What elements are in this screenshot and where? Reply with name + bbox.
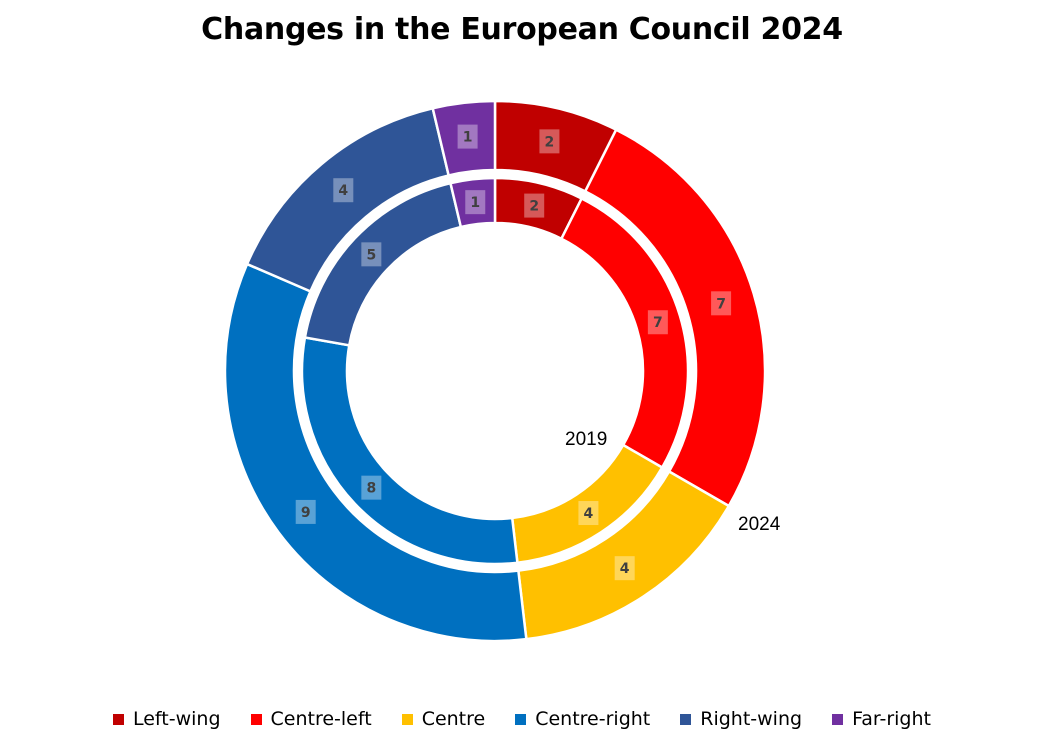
data-label-2019-centre: 4	[578, 501, 599, 526]
data-label-box	[361, 242, 382, 267]
legend-item-centre: Centre	[401, 708, 486, 730]
data-label-box	[333, 178, 354, 203]
data-labels: 2 7 4 8 5 1 2 7 4 9 4 1	[295, 124, 732, 581]
data-label-box	[457, 124, 478, 149]
data-label-2019-left-wing: 2	[524, 193, 545, 218]
data-label-value: 2	[529, 199, 539, 215]
legend-swatch-far-right	[832, 713, 844, 725]
data-label-value: 2	[545, 134, 555, 150]
legend-swatch-left-wing	[112, 713, 124, 725]
legend-item-centre-left: Centre-left	[250, 708, 372, 730]
legend-item-right-wing: Right-wing	[680, 708, 802, 730]
data-label-2024-centre-right: 9	[295, 499, 316, 524]
data-label-2024-right-wing: 4	[333, 178, 354, 203]
data-label-box	[295, 499, 316, 524]
legend-label-centre: Centre	[421, 708, 486, 730]
data-label-box	[647, 310, 668, 335]
legend-swatch-centre	[401, 713, 413, 725]
data-label-value: 8	[366, 481, 376, 497]
data-label-box	[465, 190, 486, 215]
outer-ring-2024	[223, 99, 767, 643]
data-label-box	[524, 193, 545, 218]
legend-label-far-right: Far-right	[852, 708, 931, 730]
legend-item-centre-right: Centre-right	[515, 708, 650, 730]
data-label-box	[614, 556, 635, 581]
data-label-value: 9	[301, 505, 311, 521]
legend-label-left-wing: Left-wing	[132, 708, 221, 730]
data-label-2019-far-right: 1	[465, 190, 486, 215]
data-label-value: 1	[470, 195, 480, 211]
slice-2024-far-right	[431, 99, 497, 177]
data-label-box	[578, 501, 599, 526]
data-label-2024-left-wing: 2	[539, 129, 560, 154]
legend-label-centre-left: Centre-left	[270, 708, 372, 730]
data-label-value: 1	[463, 130, 473, 146]
donut-chart: 2 7 4 8 5 1 2 7 4 9 4 1 2019 2024	[223, 99, 781, 643]
legend-swatch-right-wing	[680, 713, 692, 725]
data-label-box	[711, 291, 732, 316]
legend-label-centre-right: Centre-right	[535, 708, 651, 730]
data-label-box	[361, 475, 382, 500]
data-label-2019-right-wing: 5	[361, 242, 382, 267]
data-label-value: 7	[653, 315, 663, 331]
data-label-value: 4	[620, 561, 630, 577]
data-label-2024-far-right: 1	[457, 124, 478, 149]
chart-title: Changes in the European Council 2024	[201, 12, 843, 47]
data-label-2024-centre-left: 7	[711, 291, 732, 316]
data-label-2024-centre: 4	[614, 556, 635, 581]
data-label-value: 7	[716, 296, 726, 312]
legend-item-left-wing: Left-wing	[112, 708, 221, 730]
data-label-box	[539, 129, 560, 154]
slice-2024-centre-right	[223, 262, 528, 643]
inner-ring-2019	[300, 176, 690, 566]
data-label-2019-centre-left: 7	[647, 310, 668, 335]
data-label-value: 5	[366, 247, 376, 263]
data-label-2019-centre-right: 8	[361, 475, 382, 500]
legend-swatch-centre-left	[250, 713, 262, 725]
data-label-value: 4	[584, 506, 594, 522]
legend-item-far-right: Far-right	[832, 708, 931, 730]
data-label-value: 4	[338, 183, 348, 199]
ring-label-2024: 2024	[738, 514, 781, 535]
legend: Left-wing Centre-left Centre Centre-righ…	[0, 708, 1044, 730]
legend-label-right-wing: Right-wing	[700, 708, 803, 730]
slice-2019-far-right	[448, 176, 497, 229]
ring-label-2019: 2019	[565, 429, 607, 450]
legend-swatch-centre-right	[515, 713, 527, 725]
slice-2024-centre-left	[583, 128, 767, 508]
